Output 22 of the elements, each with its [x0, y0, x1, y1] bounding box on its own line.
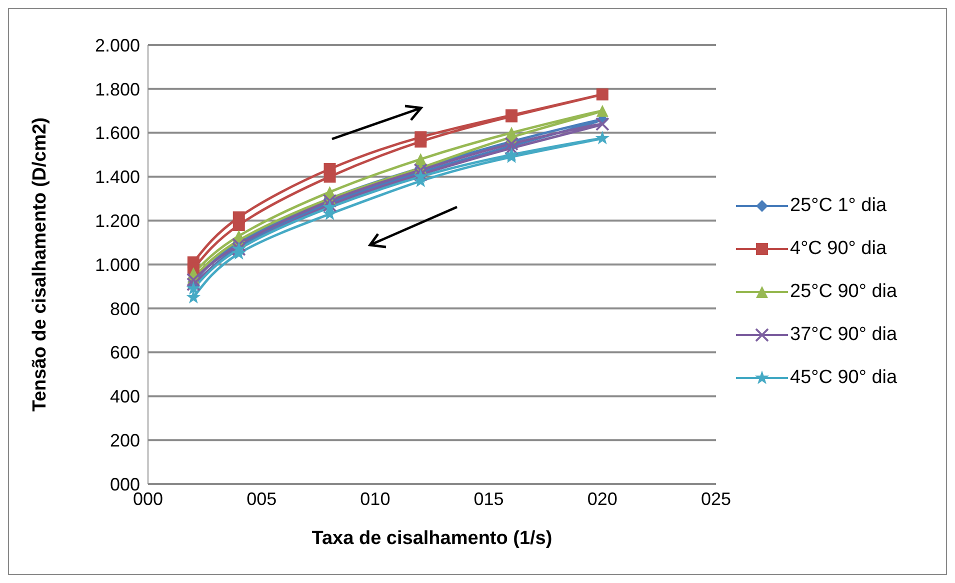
y-tick-label: 800 [110, 298, 140, 319]
y-tick-label: 1.800 [94, 79, 140, 100]
y-tick-label: 1.200 [94, 210, 140, 231]
x-tick-label: 010 [360, 488, 390, 509]
x-tick-label: 015 [474, 488, 504, 509]
x-axis-title: Taxa de cisalhamento (1/s) [312, 528, 552, 549]
y-tick-label: 1.000 [94, 254, 140, 275]
y-tick-label: 200 [110, 430, 140, 450]
y-tick-label: 2.000 [94, 35, 140, 56]
legend-label: 45°C 90° dia [790, 366, 898, 388]
x-tick-label: 025 [700, 488, 732, 509]
legend-label: 25°C 90° dia [790, 280, 898, 302]
x-tick-label: 005 [246, 488, 277, 509]
legend-label: 37°C 90° dia [790, 324, 898, 346]
x-tick-label: 020 [587, 488, 618, 509]
y-tick-label: 1.600 [94, 123, 140, 144]
y-tick-label: 400 [110, 386, 140, 407]
legend-label: 4°C 90° dia [790, 238, 887, 260]
legend-label: 25°C 1° dia [790, 194, 887, 216]
y-tick-label: 600 [110, 342, 140, 363]
y-axis-title: Tensão de cisalhamento (D/cm2) [30, 117, 51, 412]
y-tick-label: 1.400 [94, 167, 140, 188]
